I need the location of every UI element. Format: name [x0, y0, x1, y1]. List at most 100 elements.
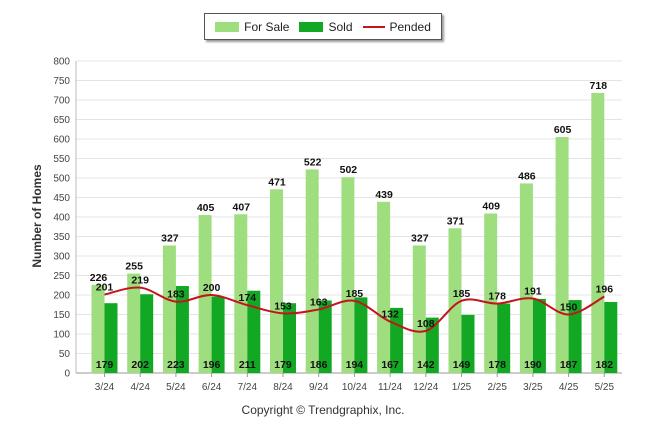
for-sale-swatch — [215, 21, 240, 32]
pended-value-label: 185 — [346, 288, 364, 300]
y-tick-label: 750 — [53, 76, 70, 87]
sold-value-label: 194 — [346, 359, 364, 371]
sold-value-label: 186 — [310, 359, 328, 371]
x-tick-label: 7/24 — [238, 382, 258, 393]
pended-value-label: 108 — [417, 318, 435, 330]
x-tick-label: 9/24 — [309, 382, 329, 393]
for-sale-bar — [591, 92, 605, 373]
sold-bar — [568, 300, 582, 373]
for-sale-bar — [519, 183, 533, 373]
pended-value-label: 185 — [453, 288, 471, 300]
x-tick-label: 4/25 — [559, 382, 579, 393]
for-sale-bar — [162, 245, 176, 373]
pended-value-label: 150 — [560, 302, 578, 314]
for-sale-bar — [270, 189, 283, 373]
for-sale-value-label: 718 — [590, 80, 608, 92]
for-sale-bar — [305, 169, 319, 373]
pended-series-line — [104, 286, 605, 333]
x-tick-label: 6/24 — [202, 382, 222, 393]
for-sale-bar — [412, 245, 426, 373]
x-tick-label: 5/25 — [595, 382, 615, 393]
y-tick-label: 450 — [53, 193, 70, 204]
for-sale-value-label: 471 — [268, 176, 286, 188]
y-tick-label: 300 — [53, 252, 70, 263]
for-sale-value-label: 439 — [375, 189, 393, 201]
x-tick-label: 5/24 — [166, 382, 186, 393]
sold-value-label: 179 — [274, 359, 292, 371]
sold-value-label: 182 — [596, 359, 614, 371]
for-sale-bar — [341, 177, 355, 373]
legend-item-for-sale[interactable]: For Sale — [215, 20, 289, 34]
y-tick-label: 600 — [53, 135, 70, 146]
sold-value-label: 179 — [96, 359, 114, 371]
pended-value-label: 196 — [596, 284, 614, 296]
sold-bar — [211, 296, 225, 373]
legend-label-sold: Sold — [328, 19, 353, 34]
for-sale-value-label: 486 — [518, 170, 536, 182]
for-sale-bar — [91, 284, 105, 373]
for-sale-bar — [127, 273, 141, 373]
y-tick-label: 550 — [53, 154, 70, 165]
sold-bar — [604, 302, 618, 373]
sold-bar — [104, 303, 118, 373]
for-sale-value-label: 409 — [482, 200, 500, 212]
x-tick-label: 4/24 — [130, 382, 150, 393]
legend-label-for-sale: For Sale — [244, 19, 290, 34]
sold-value-label: 142 — [417, 359, 435, 371]
for-sale-bar — [484, 213, 498, 373]
y-tick-label: 250 — [53, 271, 70, 282]
bars — [91, 92, 618, 373]
for-sale-bar — [234, 214, 248, 373]
for-sale-value-label: 605 — [554, 124, 572, 136]
x-tick-label: 2/25 — [487, 382, 507, 393]
pended-line — [104, 286, 605, 333]
for-sale-value-label: 327 — [411, 232, 429, 244]
x-tick-label: 3/24 — [95, 382, 115, 393]
sold-value-label: 190 — [524, 359, 542, 371]
sold-value-label: 178 — [488, 359, 506, 371]
for-sale-value-label: 502 — [340, 164, 358, 176]
pended-value-label: 183 — [167, 289, 185, 301]
sold-value-label: 211 — [239, 359, 256, 371]
for-sale-value-label: 226 — [90, 272, 108, 284]
pended-value-label: 201 — [96, 282, 114, 294]
pended-value-label: 163 — [310, 296, 328, 308]
sold-bar — [283, 303, 296, 373]
sold-bar — [390, 307, 404, 373]
sold-bar — [175, 286, 189, 373]
y-tick-label: 700 — [53, 96, 70, 107]
for-sale-bar — [555, 137, 569, 373]
sold-bar — [532, 298, 546, 373]
x-tick-label: 11/24 — [378, 382, 403, 393]
pended-swatch — [362, 25, 385, 28]
sold-swatch — [299, 21, 324, 32]
sold-bar — [247, 290, 261, 373]
sold-value-label: 149 — [453, 359, 471, 371]
y-tick-label: 800 — [53, 57, 70, 68]
for-sale-value-label: 522 — [304, 156, 322, 168]
legend-item-pended[interactable]: Pended — [362, 20, 431, 34]
pended-value-label: 174 — [239, 292, 257, 304]
legend-item-sold[interactable]: Sold — [299, 19, 353, 34]
y-tick-label: 150 — [53, 310, 70, 321]
y-tick-label: 200 — [53, 291, 70, 302]
y-axis-title: Number of Homes — [30, 164, 44, 268]
x-tick-label: 12/24 — [413, 382, 438, 393]
x-tick-label: 3/25 — [523, 382, 543, 393]
sold-value-label: 167 — [381, 359, 399, 371]
sold-bar — [318, 300, 332, 373]
sold-value-label: 223 — [167, 359, 185, 371]
pended-value-label: 191 — [524, 286, 542, 298]
for-sale-value-label: 407 — [233, 201, 251, 213]
for-sale-value-label: 327 — [161, 232, 179, 244]
sold-bar — [461, 314, 475, 373]
x-tick-label: 1/25 — [452, 382, 472, 393]
legend: For Sale Sold Pended — [204, 13, 442, 40]
for-sale-value-label: 405 — [197, 202, 215, 214]
for-sale-bar — [448, 228, 462, 373]
sold-bar — [425, 317, 439, 373]
for-sale-value-label: 255 — [125, 261, 143, 273]
pended-value-label: 200 — [203, 282, 221, 294]
y-tick-label: 50 — [59, 349, 71, 360]
sold-bar — [354, 297, 368, 373]
